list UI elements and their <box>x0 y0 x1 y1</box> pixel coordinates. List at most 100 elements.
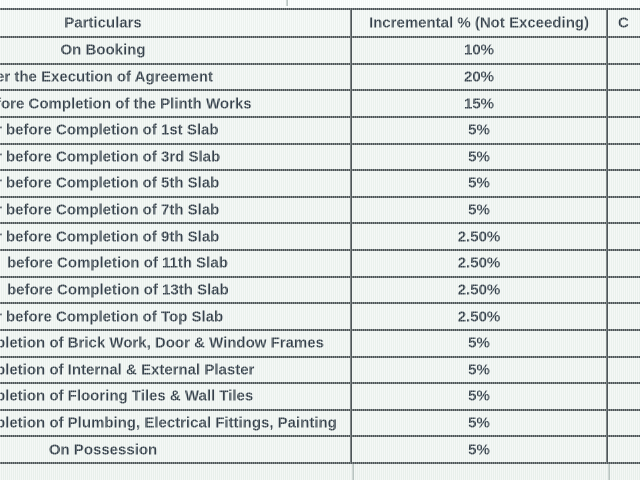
third-cell-empty <box>608 411 640 436</box>
incremental-cell: 5% <box>352 437 608 462</box>
particulars-cell: r before Completion of 9th Slab <box>0 224 352 249</box>
third-cell-empty <box>608 118 640 143</box>
incremental-value: 15% <box>463 95 495 113</box>
incremental-cell: 5% <box>352 117 608 143</box>
particulars-cell: r before Completion of 3rd Slab <box>0 144 352 170</box>
schedule-table: Particulars Incremental % (Not Exceeding… <box>0 10 640 464</box>
third-cell-empty <box>608 198 640 223</box>
particulars-header-label: Particulars <box>64 14 142 32</box>
third-header-label-truncated: C <box>618 14 629 32</box>
particulars-cell: before Completion of 11th Slab <box>0 251 352 276</box>
table-row: r before Completion of 5th Slab 5% <box>0 171 640 198</box>
third-cell-empty <box>608 384 640 409</box>
table-row: pletion of Plumbing, Electrical Fittings… <box>0 410 640 438</box>
incremental-value: 20% <box>463 68 495 86</box>
particulars-cell: r before Completion of 5th Slab <box>0 171 352 196</box>
table-row: r before Completion of 7th Slab 5% <box>0 197 640 225</box>
particulars-text: On Booking <box>60 41 146 59</box>
incremental-cell: 5% <box>352 410 608 436</box>
table-row: before Completion of 11th Slab 2.50% <box>0 251 640 278</box>
table-row: On Booking 10% <box>0 38 640 65</box>
particulars-cell: pletion of Flooring Tiles & Wall Tiles <box>0 384 352 409</box>
particulars-cell: pletion of Internal & External Plaster <box>0 357 352 383</box>
third-cell-empty <box>608 145 640 170</box>
particulars-text: pletion of Flooring Tiles & Wall Tiles <box>0 387 254 405</box>
particulars-text: r before Completion of Top Slab <box>0 308 224 326</box>
third-cell-empty <box>608 251 640 276</box>
clipped-column-divider <box>286 0 288 6</box>
particulars-cell: fore Completion of the Plinth Works <box>0 91 352 116</box>
incremental-cell: 10% <box>352 38 608 63</box>
particulars-cell: On Possession <box>0 437 352 462</box>
third-cell-empty <box>608 331 640 356</box>
incremental-cell: 5% <box>352 357 608 383</box>
particulars-text: pletion of Internal & External Plaster <box>0 361 255 379</box>
particulars-header-cell: Particulars <box>0 10 352 36</box>
incremental-value: 2.50% <box>457 281 501 299</box>
incremental-value: 5% <box>468 387 490 405</box>
incremental-value: 5% <box>468 121 490 139</box>
incremental-cell: 2.50% <box>352 304 608 329</box>
third-cell-empty <box>608 224 640 249</box>
particulars-cell: On Booking <box>0 38 352 63</box>
third-cell-empty <box>608 171 640 196</box>
particulars-cell: r before Completion of Top Slab <box>0 304 352 329</box>
table-row: pletion of Brick Work, Door & Window Fra… <box>0 330 640 358</box>
table-row: r before Completion of 1st Slab 5% <box>0 117 640 145</box>
table-row: pletion of Flooring Tiles & Wall Tiles 5… <box>0 384 640 411</box>
below-table-strip <box>0 464 640 480</box>
column-divider-stub <box>608 464 610 480</box>
table-row: r before Completion of Top Slab 2.50% <box>0 304 640 331</box>
incremental-cell: 2.50% <box>352 277 608 303</box>
particulars-cell: er the Execution of Agreement <box>0 64 352 90</box>
incremental-cell: 5% <box>352 144 608 170</box>
incremental-cell: 5% <box>352 171 608 196</box>
particulars-text: r before Completion of 5th Slab <box>0 174 220 192</box>
header-row: Particulars Incremental % (Not Exceeding… <box>0 10 640 38</box>
third-cell-empty <box>608 91 640 116</box>
incremental-value: 5% <box>468 201 490 219</box>
incremental-cell: 15% <box>352 91 608 116</box>
third-cell-empty <box>608 437 640 462</box>
particulars-cell: pletion of Brick Work, Door & Window Fra… <box>0 330 352 356</box>
particulars-cell: before Completion of 13th Slab <box>0 277 352 303</box>
incremental-cell: 5% <box>352 330 608 356</box>
incremental-value: 2.50% <box>457 228 501 246</box>
incremental-value: 5% <box>468 361 490 379</box>
top-clipped-row-strip <box>0 0 640 10</box>
third-cell-empty <box>608 38 640 63</box>
particulars-text: On Possession <box>48 441 158 459</box>
table-row: er the Execution of Agreement 20% <box>0 64 640 92</box>
incremental-cell: 5% <box>352 384 608 409</box>
table-row: On Possession 5% <box>0 437 640 464</box>
third-header-cell: C <box>608 10 640 36</box>
table-row: r before Completion of 3rd Slab 5% <box>0 144 640 172</box>
incremental-header-label: Incremental % (Not Exceeding) <box>368 14 590 32</box>
particulars-text: pletion of Brick Work, Door & Window Fra… <box>0 334 324 352</box>
particulars-text: r before Completion of 7th Slab <box>0 201 220 219</box>
incremental-value: 2.50% <box>457 254 501 272</box>
incremental-value: 2.50% <box>457 308 501 326</box>
particulars-cell: pletion of Plumbing, Electrical Fittings… <box>0 410 352 436</box>
particulars-text: r before Completion of 9th Slab <box>0 228 220 246</box>
table-row: r before Completion of 9th Slab 2.50% <box>0 224 640 251</box>
particulars-text: r before Completion of 1st Slab <box>0 121 219 139</box>
incremental-value: 5% <box>468 334 490 352</box>
incremental-cell: 2.50% <box>352 224 608 249</box>
incremental-value: 5% <box>468 174 490 192</box>
particulars-text: r before Completion of 3rd Slab <box>0 148 221 166</box>
particulars-cell: r before Completion of 7th Slab <box>0 197 352 223</box>
table-row: pletion of Internal & External Plaster 5… <box>0 357 640 385</box>
incremental-cell: 5% <box>352 197 608 223</box>
particulars-cell: r before Completion of 1st Slab <box>0 117 352 143</box>
incremental-value: 5% <box>468 414 490 432</box>
incremental-value: 10% <box>463 41 495 59</box>
incremental-value: 5% <box>468 148 490 166</box>
particulars-text: before Completion of 13th Slab <box>7 281 229 299</box>
particulars-text: er the Execution of Agreement <box>0 68 213 86</box>
table-body: On Booking 10% er the Execution of Agree… <box>0 38 640 464</box>
incremental-cell: 20% <box>352 64 608 90</box>
third-cell-empty <box>608 358 640 383</box>
third-cell-empty <box>608 278 640 303</box>
